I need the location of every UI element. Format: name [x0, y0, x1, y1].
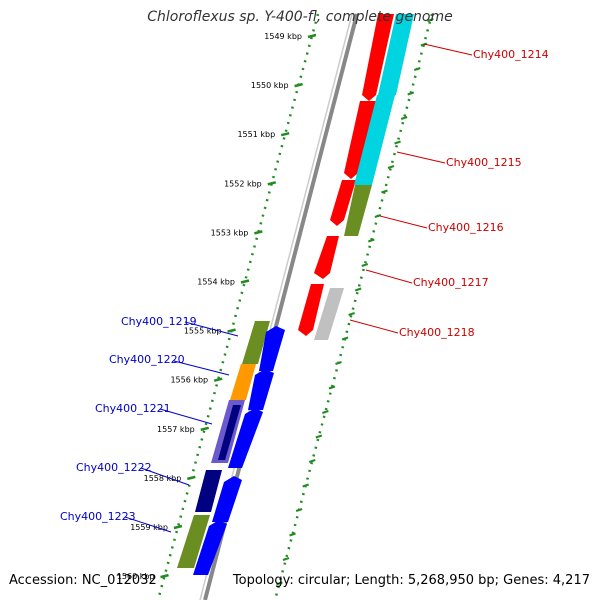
scale-tick-minor — [348, 312, 355, 316]
scale-tick-minor — [400, 116, 408, 120]
gene-label-1222[interactable]: Chy400_1222 — [76, 461, 152, 474]
gene-block-red-1214[interactable] — [362, 14, 394, 101]
scale-tick-label: 1555 kbp — [184, 327, 222, 336]
gene-label-1223[interactable]: Chy400_1223 — [60, 510, 136, 523]
gene-block-cyan-lower[interactable] — [354, 95, 395, 185]
scale-tick — [280, 131, 290, 137]
scale-tick-minor — [354, 287, 362, 292]
scale-tick-label: 1556 kbp — [170, 376, 208, 385]
gene-arrow-blue-3[interactable] — [228, 408, 263, 468]
callout-line-1216 — [379, 215, 428, 229]
callout-lines — [124, 43, 473, 533]
callout-line-1222 — [140, 467, 190, 486]
gene-label-1216[interactable]: Chy400_1216 — [428, 221, 504, 234]
scale-tick-minor — [276, 581, 283, 586]
gene-block-red-1218[interactable] — [298, 284, 324, 336]
scale-tick — [160, 573, 169, 579]
gene-labels: Chy400_1214 Chy400_1215 Chy400_1216 Chy4… — [60, 48, 549, 523]
gene-arrow-blue-1[interactable] — [259, 326, 285, 371]
accession-text: Accession: NC_012032 — [9, 573, 157, 588]
scale-tick-minor — [295, 508, 303, 512]
scale-tick-minor — [427, 18, 434, 22]
gene-block-cyan-upper[interactable] — [378, 14, 414, 95]
reverse-genes — [177, 321, 285, 575]
scale-tick-label: 1549 kbp — [264, 32, 302, 41]
scale-tick-minor — [361, 263, 369, 267]
scale-tick — [240, 279, 250, 284]
scale-line-left — [156, 13, 320, 600]
gene-label-1214[interactable]: Chy400_1214 — [473, 48, 549, 61]
scale-tick — [213, 377, 223, 382]
gene-block-navy-1221[interactable] — [218, 405, 241, 460]
scale-tick-minor — [387, 165, 395, 169]
gene-arrow-blue-2[interactable] — [248, 369, 274, 410]
scale-tick — [307, 33, 317, 39]
scale-tick-minor — [394, 140, 401, 145]
scale-tick-minor — [282, 557, 290, 561]
scale-tick-label: 1554 kbp — [197, 278, 235, 287]
scale-tick-label: 1557 kbp — [157, 425, 195, 434]
scale-tick-minor — [420, 42, 428, 47]
gene-block-olive-1223[interactable] — [177, 515, 210, 568]
scale-tick-label: 1552 kbp — [224, 179, 262, 188]
gene-label-1219[interactable]: Chy400_1219 — [121, 315, 197, 328]
scale-tick — [173, 524, 183, 530]
scale-tick-minor — [322, 410, 329, 414]
gene-block-navy-1222[interactable] — [195, 470, 222, 512]
callout-line-1217 — [365, 269, 413, 284]
scale-tick-label: 1550 kbp — [251, 81, 289, 90]
gene-block-red-1216[interactable] — [330, 180, 356, 226]
callout-line-1221 — [159, 408, 213, 425]
gene-label-1215[interactable]: Chy400_1215 — [446, 156, 522, 169]
scale-tick-minor — [302, 483, 309, 488]
callout-line-1218 — [349, 319, 399, 334]
scale-tick-label: 1560 kbp — [117, 572, 155, 581]
gene-block-red-1217[interactable] — [314, 236, 339, 279]
scale-tick-minor — [413, 67, 421, 71]
gene-arrow-blue-4[interactable] — [212, 476, 242, 522]
scale-tick-label: 1558 kbp — [144, 474, 182, 483]
callout-line-1220 — [173, 360, 230, 376]
scale-tick — [294, 82, 303, 88]
gene-arrow-blue-5[interactable] — [193, 520, 227, 575]
scale-tick — [254, 230, 263, 235]
gene-label-1221[interactable]: Chy400_1221 — [95, 402, 171, 415]
scale-tick-minor — [341, 336, 349, 341]
scale-tick-minor — [289, 532, 296, 537]
scale-tick-minor — [315, 434, 323, 439]
topology-text: Topology: circular; Length: 5,268,950 bp… — [232, 573, 590, 588]
gene-label-1217[interactable]: Chy400_1217 — [413, 276, 489, 289]
scale-tick-minor — [368, 238, 375, 243]
tick-labels: 1549 kbp 1550 kbp 1551 kbp 1552 kbp 1553 kbp… — [117, 32, 302, 581]
gene-block-olive-1216[interactable] — [344, 185, 372, 236]
gene-block-orange-1220[interactable] — [230, 364, 256, 400]
gene-block-red-1215[interactable] — [344, 101, 376, 179]
callout-line-1223 — [124, 516, 172, 533]
scale-tick-minor — [407, 91, 415, 96]
scale-tick-minor — [374, 214, 382, 218]
scale-tick-label: 1559 kbp — [130, 523, 168, 532]
scale-tick-minor — [335, 361, 342, 365]
gene-label-1218[interactable]: Chy400_1218 — [399, 326, 475, 339]
scale-tick — [227, 328, 236, 333]
callout-line-1215 — [396, 151, 446, 164]
page-title: Chloroflexus sp. Y-400-fl, complete geno… — [147, 9, 453, 25]
gene-label-1220[interactable]: Chy400_1220 — [109, 353, 185, 366]
scale-tick-minor — [328, 385, 336, 390]
gene-block-olive-1219[interactable] — [242, 321, 270, 364]
scale-ticks — [160, 18, 434, 586]
scale-tick-label: 1551 kbp — [237, 130, 275, 139]
forward-genes — [298, 14, 414, 340]
scale-tick — [267, 181, 277, 186]
gene-block-gray-1218[interactable] — [314, 288, 344, 340]
callout-line-1214 — [423, 43, 473, 56]
scale-tick — [200, 426, 210, 432]
scale-tick-minor — [381, 189, 388, 194]
scale-tick-label: 1553 kbp — [211, 228, 249, 237]
callout-line-1219 — [184, 321, 239, 337]
scale-line-right — [273, 13, 434, 600]
scale-tick — [187, 475, 196, 481]
scale-tick-minor — [308, 459, 316, 463]
